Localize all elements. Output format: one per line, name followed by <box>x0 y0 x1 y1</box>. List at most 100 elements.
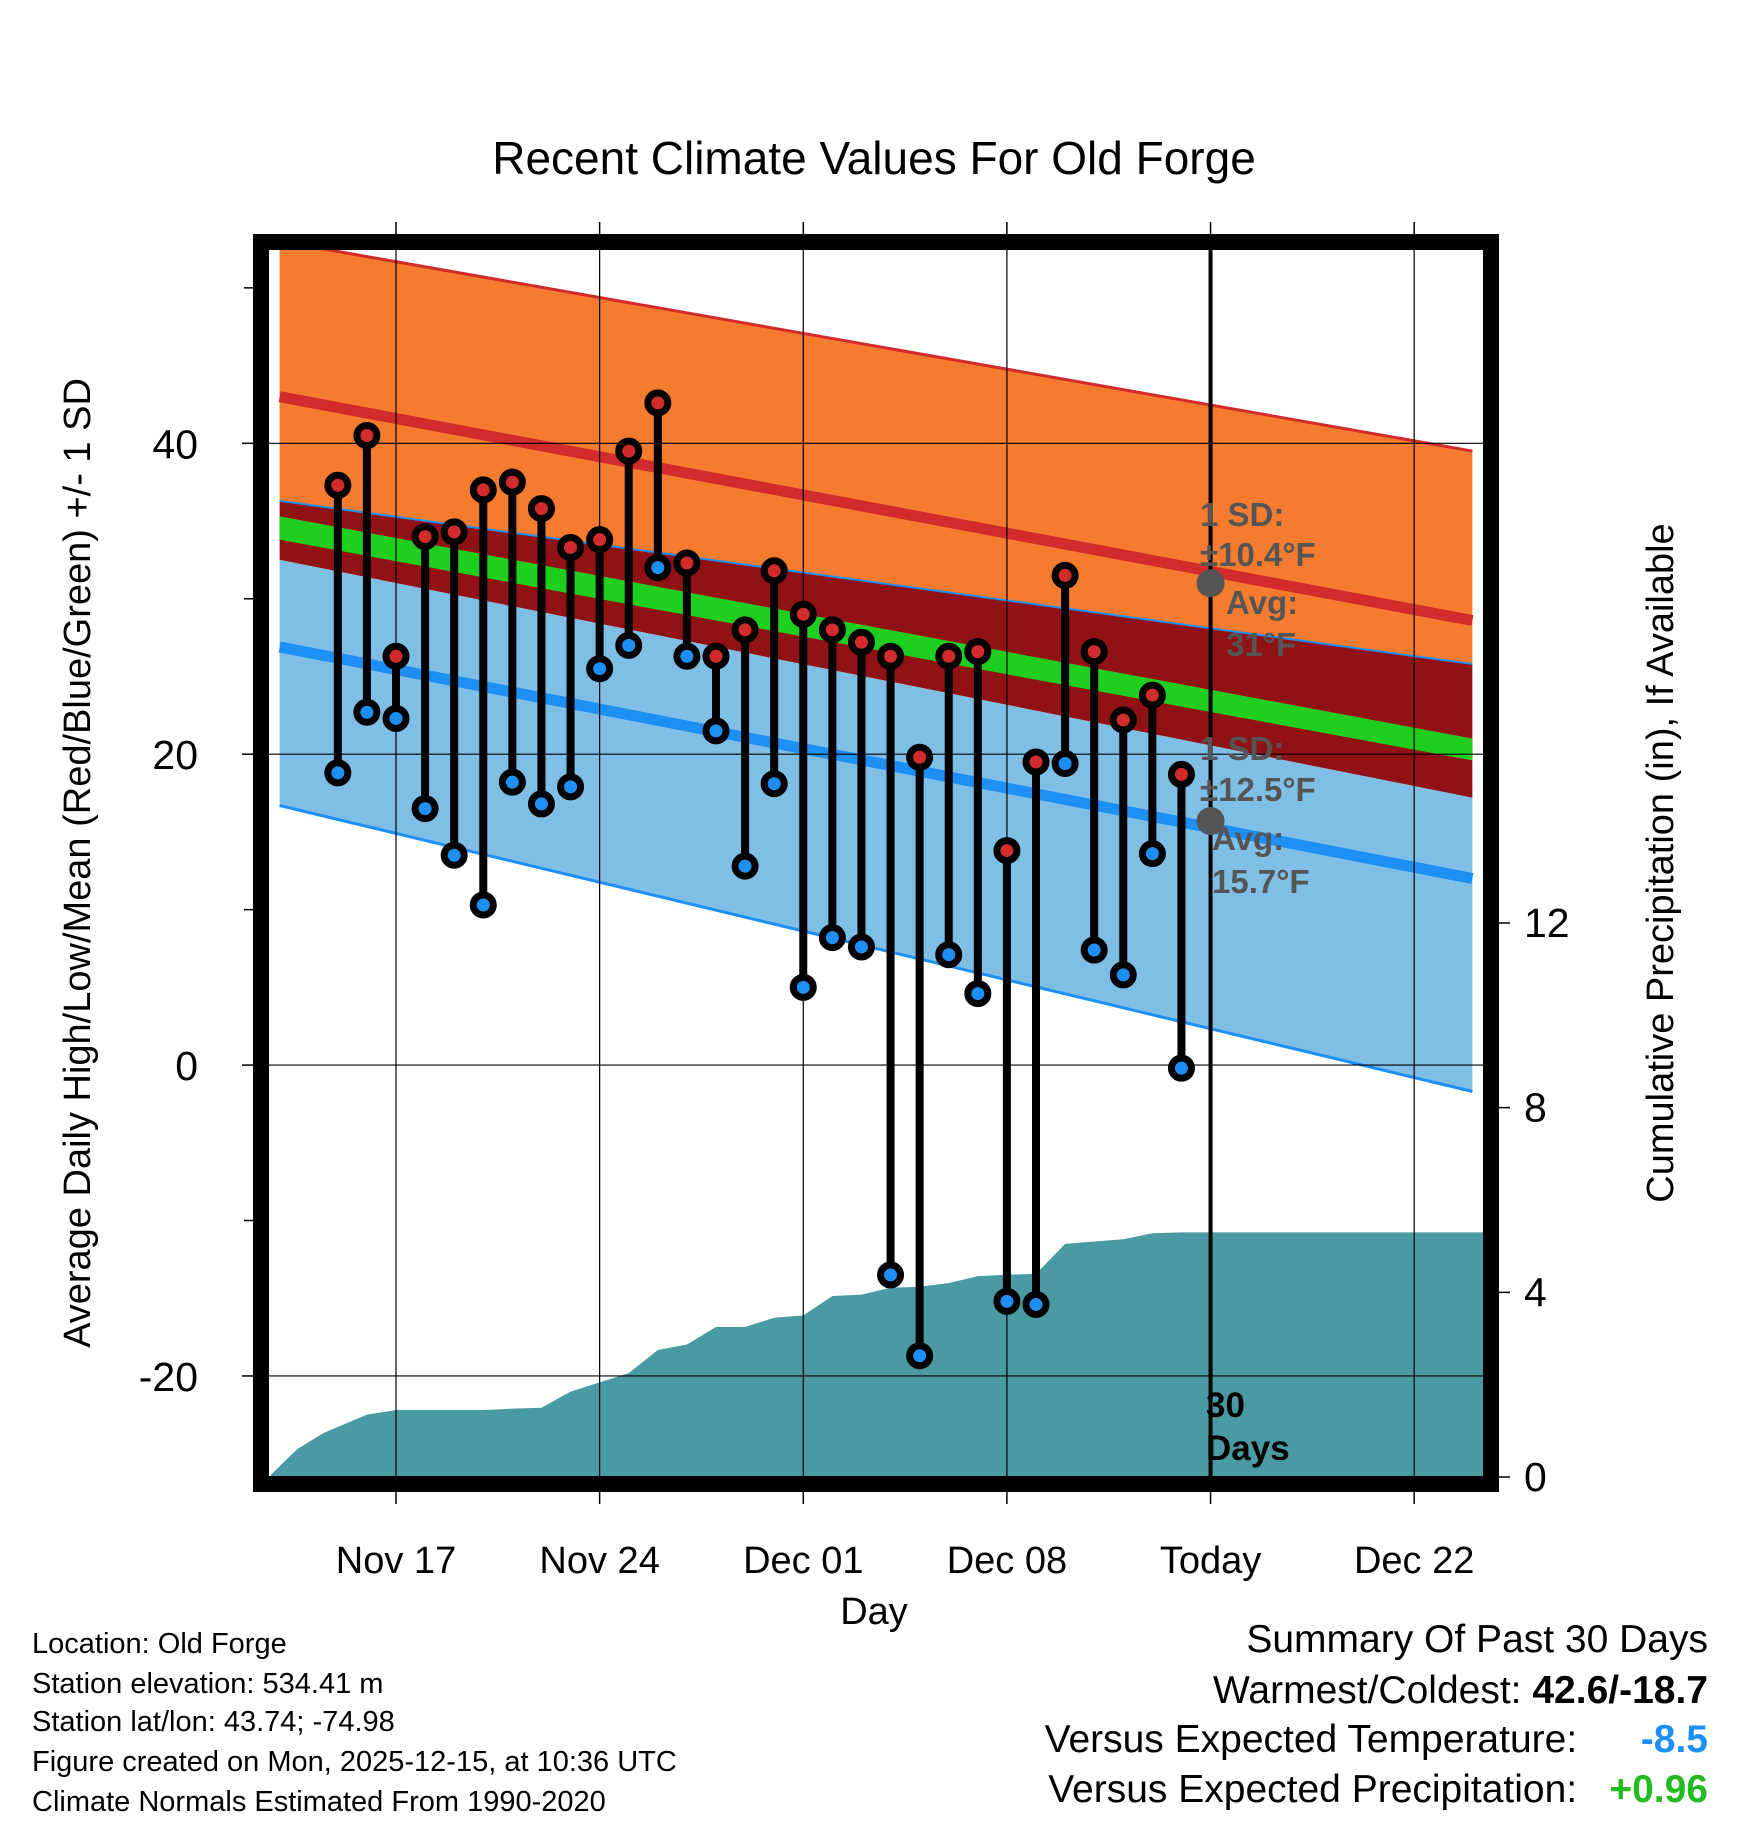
daily-high-point <box>1167 760 1195 788</box>
daily-low-point <box>382 704 410 732</box>
daily-low-point <box>498 768 526 796</box>
daily-high-point <box>586 526 614 554</box>
daily-low-point <box>1109 961 1137 989</box>
y2-tick-label: 12 <box>1524 900 1570 946</box>
summary-title: Summary Of Past 30 Days <box>1246 1618 1708 1661</box>
daily-low-point <box>1022 1290 1050 1318</box>
x-axis-label: Day <box>840 1591 908 1633</box>
daily-low-point <box>527 790 555 818</box>
daily-high-point <box>847 628 875 656</box>
daily-high-point <box>324 471 352 499</box>
x-tick-label: Nov 24 <box>539 1540 659 1582</box>
daily-low-point <box>586 655 614 683</box>
high-mean-line <box>278 391 1474 626</box>
high-sd-label: 1 SD: <box>1200 496 1284 533</box>
daily-high-point <box>818 616 846 644</box>
daily-low-point <box>440 841 468 869</box>
info-latlon: Station lat/lon: 43.74; -74.98 <box>32 1706 395 1738</box>
daily-high-point <box>760 557 788 585</box>
summary-precip-value: +0.96 <box>1609 1768 1708 1811</box>
daily-high-point <box>382 642 410 670</box>
daily-low-point <box>1167 1054 1195 1082</box>
mean-line-band <box>279 516 1473 761</box>
high-avg-value: 31°F <box>1226 626 1296 663</box>
summary-precip: Versus Expected Precipitation: +0.96 <box>1048 1768 1708 1812</box>
days-count-label: 30 <box>1206 1386 1245 1425</box>
daily-high-point <box>411 523 439 551</box>
daily-high-point <box>1051 561 1079 589</box>
overlap-band <box>279 500 1473 739</box>
summary-temp-value: -8.5 <box>1640 1718 1708 1761</box>
daily-high-point <box>993 837 1021 865</box>
daily-low-point <box>818 924 846 952</box>
daily-low-point <box>993 1287 1021 1315</box>
daily-low-point <box>760 770 788 798</box>
daily-high-point <box>644 389 672 417</box>
daily-low-point <box>469 891 497 919</box>
daily-low-point <box>964 980 992 1008</box>
daily-high-point <box>1022 748 1050 776</box>
bands-group <box>270 249 1484 1477</box>
daily-high-point <box>527 495 555 523</box>
low-sd-label: 1 SD: <box>1200 730 1284 767</box>
x-tick-label: Today <box>1160 1540 1261 1582</box>
daily-group <box>324 389 1195 1370</box>
daily-low-point <box>673 642 701 670</box>
daily-low-point <box>1138 840 1166 868</box>
daily-low-point <box>702 717 730 745</box>
chart-title: Recent Climate Values For Old Forge <box>492 132 1256 184</box>
y-tick-label: -20 <box>139 1354 198 1400</box>
daily-high-point <box>498 468 526 496</box>
x-tick-label: Dec 01 <box>743 1540 863 1582</box>
daily-low-point <box>324 759 352 787</box>
daily-high-point <box>877 642 905 670</box>
info-created: Figure created on Mon, 2025-12-15, at 10… <box>32 1746 677 1778</box>
high-avg-label: Avg: <box>1226 584 1298 621</box>
low-avg-value: 15.7°F <box>1212 863 1310 900</box>
info-elevation: Station elevation: 534.41 m <box>32 1668 384 1700</box>
x-tick-label: Dec 22 <box>1354 1540 1474 1582</box>
daily-high-point <box>440 518 468 546</box>
high-avg-dot <box>1196 569 1225 598</box>
low-normal-band <box>279 559 1473 1092</box>
daily-high-point <box>964 638 992 666</box>
daily-high-point <box>469 476 497 504</box>
precipitation-area <box>270 1232 1484 1477</box>
y-tick-label: 40 <box>152 421 198 467</box>
plot-frame <box>253 234 1499 1492</box>
high-plus-sd-line <box>315 249 1473 453</box>
x-tick-label: Dec 08 <box>947 1540 1067 1582</box>
daily-high-point <box>615 437 643 465</box>
daily-low-point <box>906 1342 934 1370</box>
summary-precip-label: Versus Expected Precipitation: <box>1048 1768 1578 1811</box>
summary-temp: Versus Expected Temperature: -8.5 <box>1045 1718 1708 1762</box>
daily-low-point <box>644 554 672 582</box>
info-normals: Climate Normals Estimated From 1990-2020 <box>32 1786 606 1818</box>
daily-high-point <box>935 642 963 670</box>
low-avg-dot <box>1196 807 1225 836</box>
high-sd-value: ±10.4°F <box>1200 536 1316 573</box>
summary-warmest-value: 42.6/-18.7 <box>1532 1669 1708 1712</box>
daily-high-point <box>789 600 817 628</box>
daily-low-point <box>789 973 817 1001</box>
daily-low-point <box>411 795 439 823</box>
daily-high-point <box>353 422 381 450</box>
daily-low-point <box>877 1261 905 1289</box>
summary-temp-label: Versus Expected Temperature: <box>1044 1718 1578 1761</box>
low-minus-sd-line <box>279 804 1473 1093</box>
y-axis-label: Average Daily High/Low/Mean (Red/Blue/Gr… <box>57 378 99 1348</box>
daily-low-point <box>1051 750 1079 778</box>
daily-low-point <box>731 852 759 880</box>
daily-high-point <box>906 743 934 771</box>
daily-low-point <box>353 698 381 726</box>
daily-high-point <box>702 642 730 670</box>
daily-low-point <box>557 773 585 801</box>
daily-high-point <box>1080 638 1108 666</box>
daily-low-point <box>1080 936 1108 964</box>
summary-warmest-label: Warmest/Coldest: <box>1213 1669 1522 1712</box>
daily-high-point <box>1109 706 1137 734</box>
low-avg-label: Avg: <box>1212 820 1284 857</box>
y2-tick-label: 4 <box>1524 1269 1547 1315</box>
